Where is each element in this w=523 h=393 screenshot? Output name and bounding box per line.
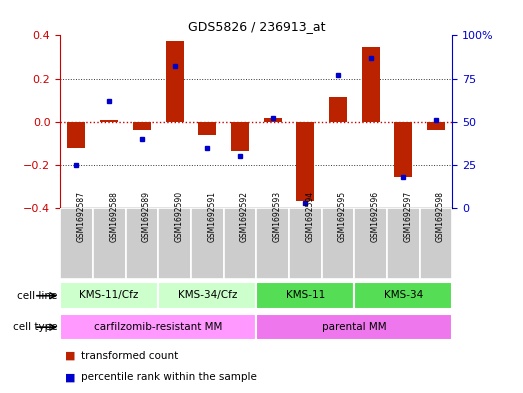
Text: GSM1692598: GSM1692598: [436, 191, 445, 242]
Bar: [264, 118, 281, 122]
FancyBboxPatch shape: [60, 314, 256, 340]
Text: GSM1692587: GSM1692587: [76, 191, 85, 242]
Text: ■: ■: [65, 351, 76, 361]
FancyBboxPatch shape: [256, 283, 355, 309]
Bar: [297, 122, 314, 201]
Text: cell line: cell line: [17, 291, 58, 301]
Text: GSM1692589: GSM1692589: [142, 191, 151, 242]
Text: GSM1692595: GSM1692595: [338, 191, 347, 242]
Text: KMS-11: KMS-11: [286, 290, 325, 300]
Text: KMS-34: KMS-34: [384, 290, 423, 300]
Bar: [100, 119, 118, 122]
Text: GSM1692594: GSM1692594: [305, 191, 314, 242]
Text: GSM1692588: GSM1692588: [109, 191, 118, 242]
Bar: [427, 122, 445, 130]
FancyBboxPatch shape: [60, 208, 93, 279]
Text: GSM1692590: GSM1692590: [175, 191, 184, 242]
FancyBboxPatch shape: [256, 208, 289, 279]
Text: cell type: cell type: [13, 322, 58, 332]
Bar: [166, 41, 184, 122]
Bar: [133, 122, 151, 130]
FancyBboxPatch shape: [60, 283, 158, 309]
FancyBboxPatch shape: [93, 208, 126, 279]
Text: transformed count: transformed count: [81, 351, 178, 361]
Text: GSM1692591: GSM1692591: [207, 191, 216, 242]
Bar: [362, 47, 380, 122]
Text: parental MM: parental MM: [322, 321, 386, 332]
FancyBboxPatch shape: [256, 314, 452, 340]
FancyBboxPatch shape: [419, 208, 452, 279]
Bar: [231, 122, 249, 151]
FancyBboxPatch shape: [289, 208, 322, 279]
FancyBboxPatch shape: [355, 283, 452, 309]
FancyBboxPatch shape: [322, 208, 355, 279]
FancyBboxPatch shape: [355, 208, 387, 279]
FancyBboxPatch shape: [126, 208, 158, 279]
FancyBboxPatch shape: [158, 283, 256, 309]
Bar: [329, 97, 347, 122]
Bar: [67, 122, 85, 148]
Text: GSM1692597: GSM1692597: [403, 191, 412, 242]
FancyBboxPatch shape: [224, 208, 256, 279]
Text: carfilzomib-resistant MM: carfilzomib-resistant MM: [94, 321, 222, 332]
Text: GSM1692596: GSM1692596: [371, 191, 380, 242]
FancyBboxPatch shape: [387, 208, 419, 279]
Bar: [394, 122, 412, 177]
Text: GSM1692592: GSM1692592: [240, 191, 249, 242]
Text: KMS-11/Cfz: KMS-11/Cfz: [79, 290, 139, 300]
Title: GDS5826 / 236913_at: GDS5826 / 236913_at: [188, 20, 325, 33]
Text: GSM1692593: GSM1692593: [272, 191, 281, 242]
Text: percentile rank within the sample: percentile rank within the sample: [81, 372, 257, 382]
FancyBboxPatch shape: [191, 208, 224, 279]
Bar: [198, 122, 216, 135]
Text: ■: ■: [65, 372, 76, 382]
Text: KMS-34/Cfz: KMS-34/Cfz: [177, 290, 237, 300]
FancyBboxPatch shape: [158, 208, 191, 279]
